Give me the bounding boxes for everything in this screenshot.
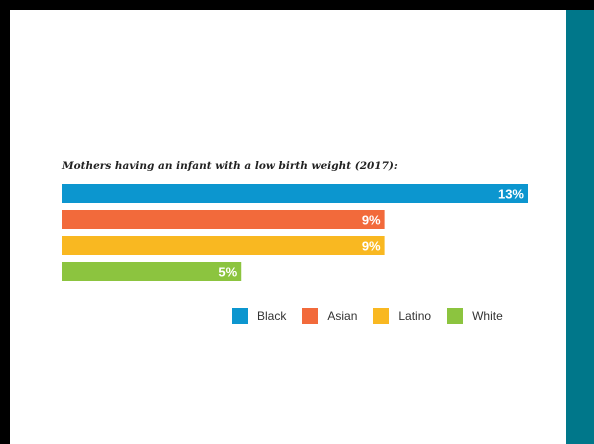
bar-latino: [62, 236, 385, 255]
bar-value-label-asian: 9%: [362, 213, 381, 228]
legend-item-latino: Latino: [373, 308, 431, 324]
legend-item-black: Black: [232, 308, 286, 324]
legend-swatch-latino: [373, 308, 390, 324]
legend-label-white: White: [472, 309, 503, 323]
bar-asian: [62, 210, 385, 229]
legend-label-asian: Asian: [327, 309, 358, 323]
bar-value-label-white: 5%: [218, 265, 237, 280]
bar-value-label-black: 13%: [498, 187, 524, 202]
legend-label-latino: Latino: [398, 309, 432, 323]
legend-swatch-asian: [302, 308, 319, 324]
side-accent-strip: [566, 10, 594, 444]
legend-swatch-black: [232, 308, 248, 324]
chart-legend: Black Asian Latino White: [232, 306, 503, 326]
chart-title: Mothers having an infant with a low birt…: [62, 160, 398, 172]
legend-label-black: Black: [257, 309, 287, 323]
legend-item-asian: Asian: [302, 308, 357, 324]
legend-swatch-white: [447, 308, 464, 324]
bar-value-label-latino: 9%: [362, 239, 381, 254]
bar-black: [62, 184, 528, 203]
bar-white: [62, 262, 242, 281]
legend-item-white: White: [447, 308, 503, 324]
